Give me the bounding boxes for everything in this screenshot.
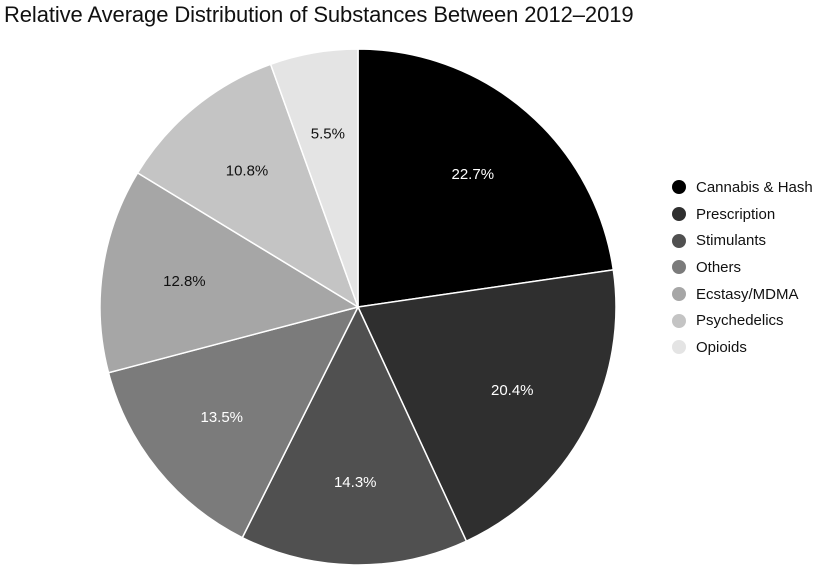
pie-slice-psychedelics [136, 63, 360, 309]
legend-label: Opioids [696, 338, 747, 356]
legend-item: Cannabis & Hash [672, 174, 813, 201]
pie-slice-stimulants [241, 305, 468, 566]
slice-value-label: 20.4% [491, 382, 534, 399]
pie-slice-cannabis-hash [357, 48, 615, 308]
legend-swatch [672, 313, 686, 328]
slice-value-label: 13.5% [200, 409, 243, 426]
legend-item: Others [672, 254, 813, 281]
legend-swatch [672, 340, 686, 355]
legend-swatch [672, 207, 686, 222]
legend-item: Ecstasy/MDMA [672, 281, 813, 308]
legend-item: Prescription [672, 201, 813, 228]
chart-legend: Cannabis & Hash Prescription Stimulants Oth… [672, 174, 813, 361]
legend-item: Stimulants [672, 227, 813, 254]
pie-slice-prescription [356, 268, 617, 543]
legend-label: Prescription [696, 205, 776, 223]
legend-swatch [672, 233, 686, 248]
pie-slice-opioids [269, 48, 359, 308]
legend-label: Psychedelics [696, 312, 784, 330]
legend-item: Psychedelics [672, 307, 813, 334]
legend-label: Others [696, 258, 742, 276]
legend-item: Opioids [672, 334, 813, 361]
legend-swatch [672, 260, 686, 275]
legend-label: Stimulants [696, 232, 767, 250]
legend-swatch [672, 287, 686, 302]
legend-label: Ecstasy/MDMA [696, 285, 799, 303]
legend-label: Cannabis & Hash [696, 178, 813, 196]
slice-value-label: 5.5% [311, 126, 345, 143]
legend-swatch [672, 180, 686, 195]
slice-value-label: 22.7% [452, 166, 495, 183]
slice-value-label: 14.3% [334, 474, 377, 491]
slice-value-label: 10.8% [226, 163, 269, 180]
pie-slice-ecstasy-mdma [99, 171, 360, 374]
chart-title: Relative Average Distribution of Substan… [4, 2, 634, 27]
pie-slice-others [107, 305, 360, 539]
slice-value-label: 12.8% [163, 273, 206, 290]
